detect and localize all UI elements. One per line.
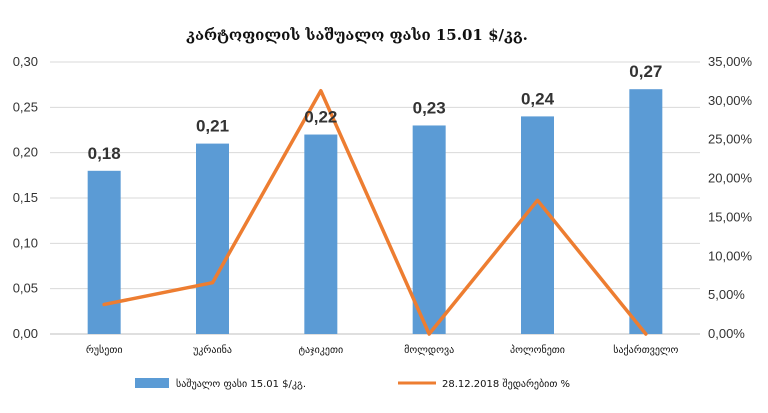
data-label: 0,23 <box>413 98 446 117</box>
category-label: საქართველო <box>613 344 678 356</box>
bar <box>629 89 663 334</box>
right-tick-label: 35,00% <box>708 54 753 69</box>
bar <box>521 116 554 335</box>
left-tick-label: 0,25 <box>13 99 38 114</box>
data-label: 0,22 <box>304 108 337 127</box>
legend-bar-label: საშუალო ფასი 15.01 $/კგ. <box>176 378 306 390</box>
left-tick-label: 0,00 <box>13 326 38 341</box>
right-axis: 0,00% 5,00% 10,00% 15,00% 20,00% 25,00% 30,00%… <box>708 54 753 341</box>
right-tick-label: 0,00% <box>708 326 745 341</box>
category-label: მოლდოვა <box>404 344 454 356</box>
left-tick-label: 0,05 <box>13 281 38 296</box>
data-label: 0,27 <box>629 62 662 81</box>
right-tick-label: 25,00% <box>708 132 753 147</box>
category-label: უკრაინა <box>193 344 232 356</box>
data-labels: 0,18 0,21 0,22 0,23 0,24 0,27 <box>88 62 663 163</box>
data-label: 0,18 <box>88 144 121 163</box>
bar <box>87 170 121 334</box>
bar <box>412 125 446 334</box>
bar-series <box>87 89 663 335</box>
right-tick-label: 10,00% <box>708 248 753 263</box>
data-label: 0,21 <box>196 117 229 136</box>
category-label: ტაჯიკეთი <box>298 345 343 356</box>
bar <box>304 134 338 334</box>
chart-title: კარტოფილის საშუალო ფასი 15.01 $/კგ. <box>186 26 528 44</box>
left-axis: 0,00 0,05 0,10 0,15 0,20 0,25 0,30 <box>13 54 38 341</box>
legend-line-label: 28.12.2018 შედარებით % <box>442 378 570 390</box>
right-tick-label: 5,00% <box>708 287 745 302</box>
gridlines <box>50 61 700 335</box>
left-tick-label: 0,10 <box>13 235 38 250</box>
legend: საშუალო ფასი 15.01 $/კგ. 28.12.2018 შედა… <box>135 378 570 390</box>
left-tick-label: 0,30 <box>13 54 38 69</box>
category-axis: რუსეთი უკრაინა ტაჯიკეთი მოლდოვა პოლონეთი საქა… <box>86 344 679 356</box>
data-label: 0,24 <box>521 89 555 108</box>
left-tick-label: 0,15 <box>13 190 38 205</box>
legend-bar-swatch <box>135 378 169 388</box>
line-path <box>102 89 648 336</box>
category-label: პოლონეთი <box>510 344 565 356</box>
right-tick-label: 15,00% <box>708 209 753 224</box>
right-tick-label: 30,00% <box>708 93 753 108</box>
left-tick-label: 0,20 <box>13 145 38 160</box>
category-label: რუსეთი <box>86 344 123 356</box>
right-tick-label: 20,00% <box>708 171 753 186</box>
bar <box>196 143 229 334</box>
line-series <box>102 89 648 336</box>
